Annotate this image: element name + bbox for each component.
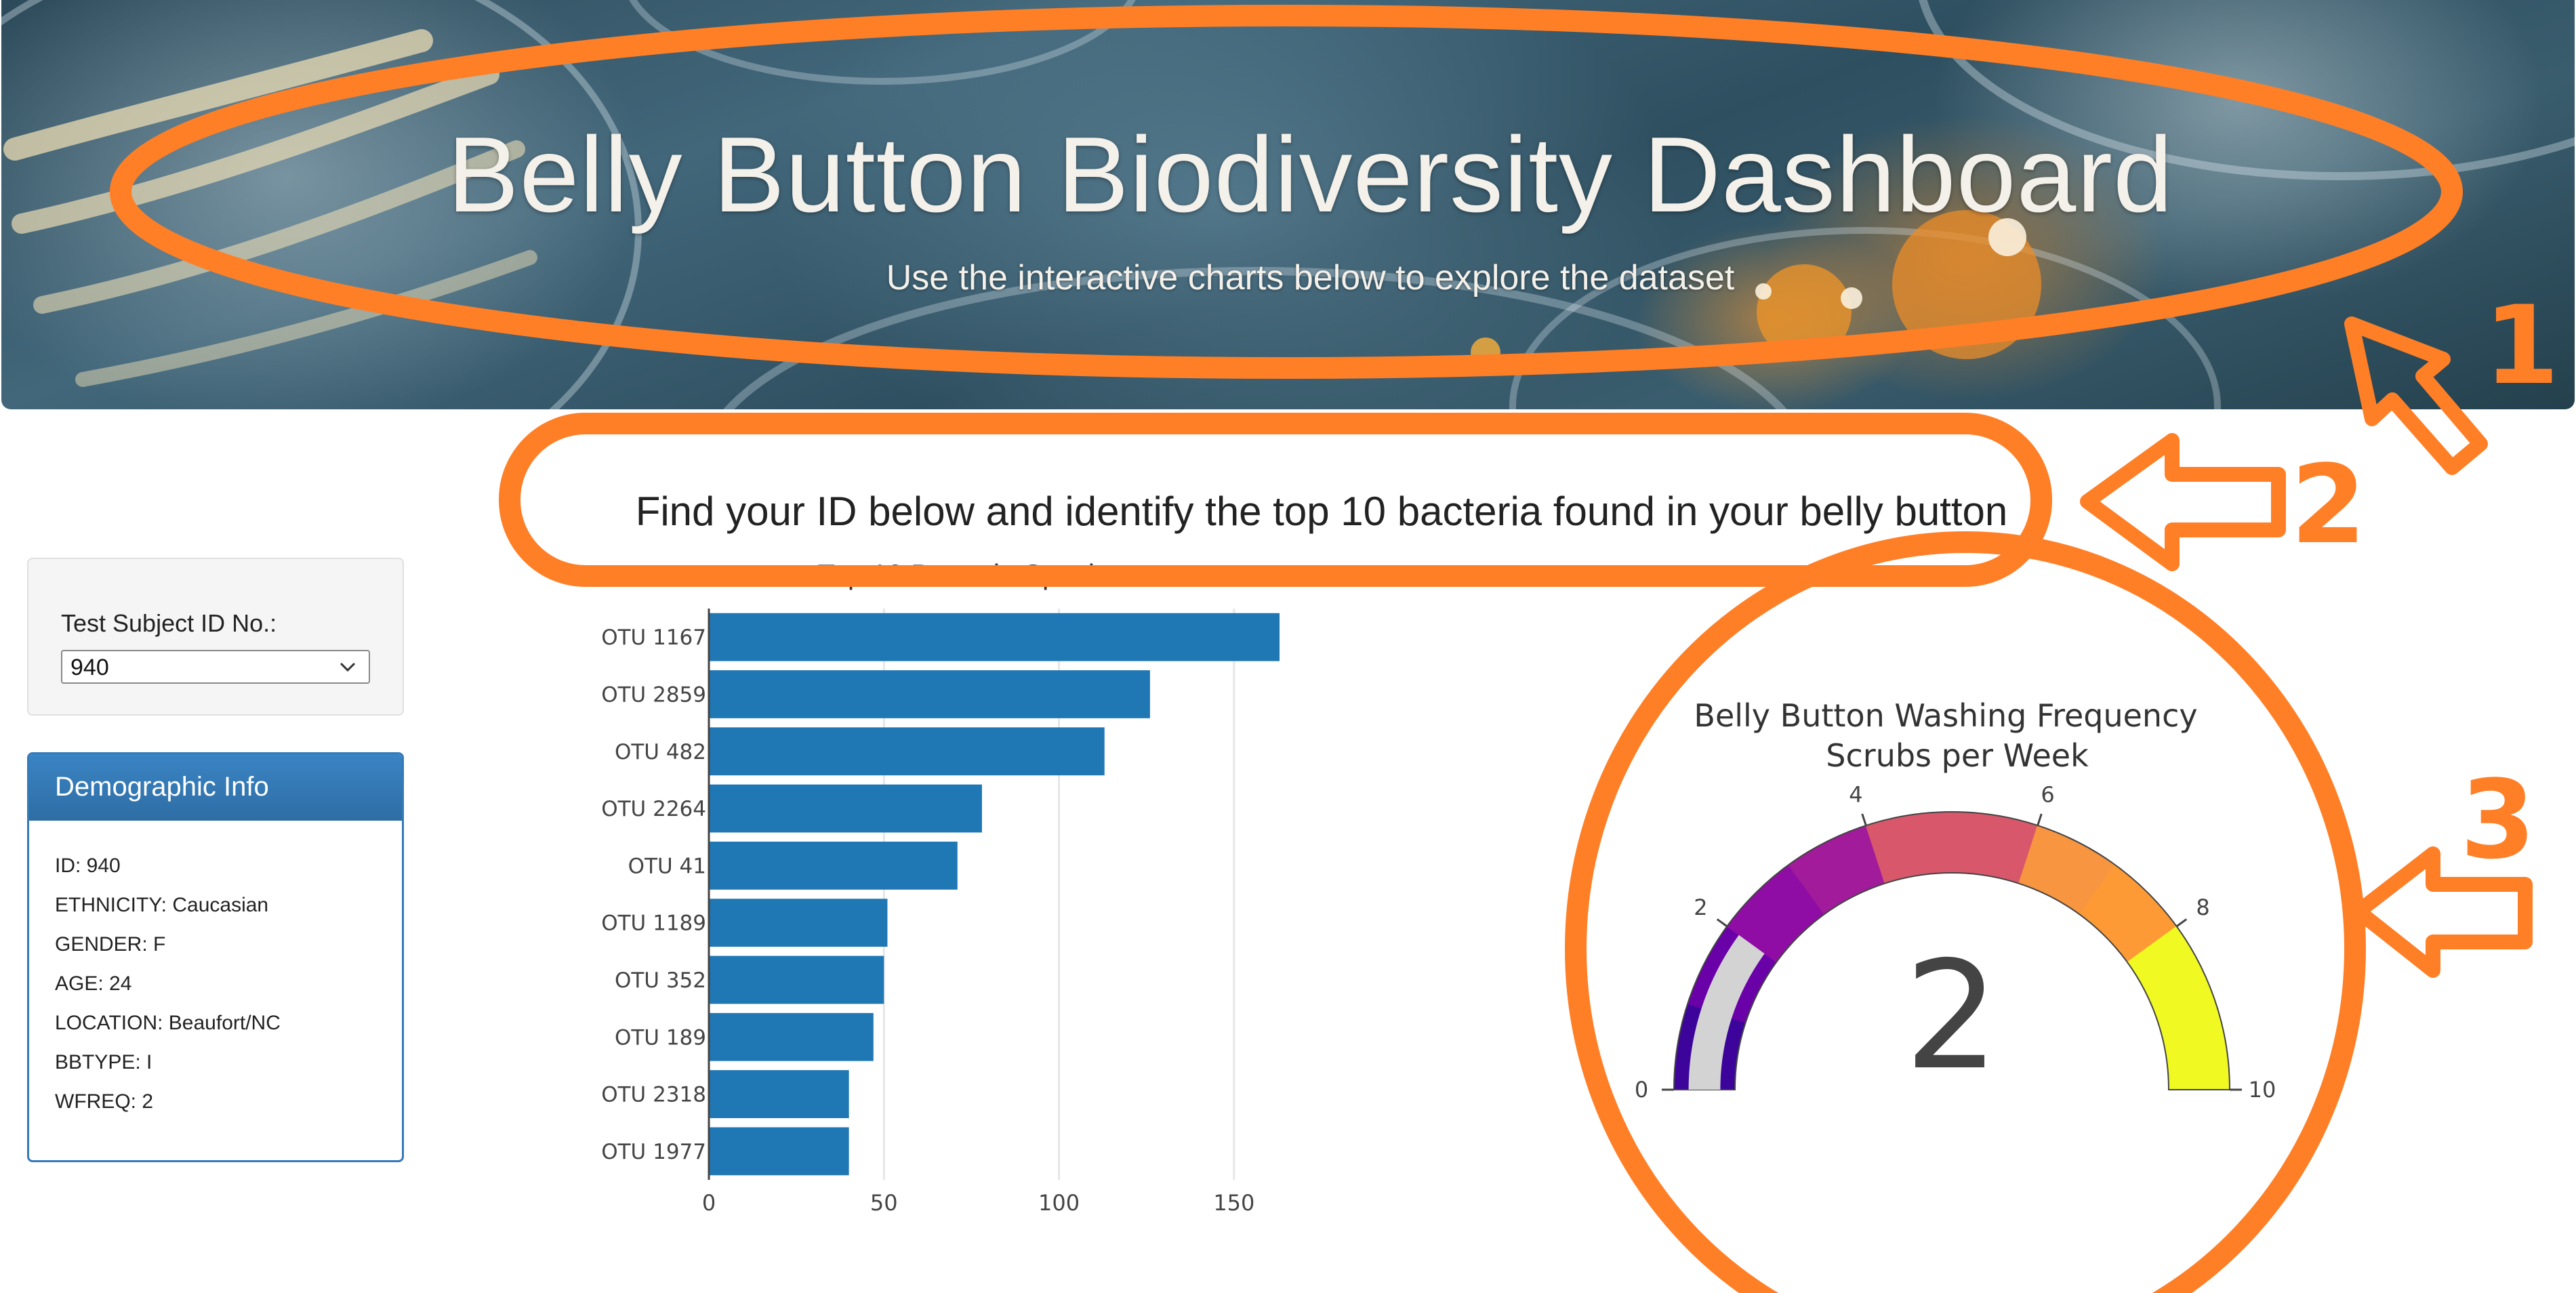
demographic-row: WFREQ: 2	[55, 1090, 154, 1113]
demographic-row: GENDER: F	[55, 933, 166, 956]
gauge-tick-mark	[2175, 918, 2188, 928]
bar-chart-category-label: OTU 2318	[601, 1083, 706, 1107]
bar-chart-bar[interactable]	[709, 1012, 874, 1061]
bar-chart-category-label: OTU 1189	[601, 911, 706, 936]
bar-chart-category-label: OTU 1977	[601, 1140, 706, 1164]
washing-frequency-gauge[interactable]: Belly Button Washing Frequency Scrubs pe…	[1635, 697, 2276, 1103]
gauge-tick-label: 10	[2249, 1077, 2276, 1103]
annotation-arrow-2	[2080, 433, 2286, 571]
bar-chart-bar[interactable]	[709, 670, 1150, 718]
annotation-ellipse-1	[110, 5, 2463, 379]
bar-chart-bar[interactable]	[709, 727, 1105, 776]
gauge-value: 2	[1904, 929, 1999, 1103]
annotation-arrow-3	[2351, 846, 2533, 978]
bar-chart-category-label: OTU 482	[615, 740, 706, 764]
gauge-subtitle: Scrubs per Week	[1826, 737, 2089, 774]
gauge-tick-mark	[1716, 918, 1728, 928]
subject-id-label: Test Subject ID No.:	[61, 609, 277, 637]
gauge-tick-label: 2	[1694, 895, 1707, 920]
bar-chart-bar[interactable]	[709, 841, 958, 890]
bar-chart-category-label: OTU 189	[615, 1025, 706, 1050]
gauge-value-arc	[1688, 935, 1765, 1090]
bar-chart-x-tick: 0	[702, 1190, 716, 1216]
bar-chart-x-tick: 50	[870, 1190, 898, 1216]
bar-chart-x-tick: 150	[1213, 1190, 1254, 1216]
bar-chart-bars[interactable]	[709, 613, 1280, 1176]
bar-chart-category-label: OTU 352	[615, 968, 706, 993]
demographic-info-body: ID: 940 ETHNICITY: Caucasian GENDER: F AGE:…	[29, 821, 402, 1147]
annotation-arrow-1	[2344, 316, 2488, 475]
annotation-circle-3	[1565, 531, 2366, 1293]
bar-chart-category-label: OTU 2859	[601, 682, 706, 707]
gauge-value-bar	[1688, 935, 1765, 1090]
bar-chart-bar[interactable]	[709, 1127, 849, 1176]
instructions-heading: Find your ID below and identify the top …	[635, 489, 2008, 534]
bar-chart-x-tick: 100	[1038, 1190, 1080, 1216]
gauge-tick-mark	[2037, 813, 2043, 826]
annotation-oval-2	[499, 413, 2052, 587]
demographic-row: AGE: 24	[55, 972, 132, 995]
bar-chart-bar[interactable]	[709, 784, 982, 833]
gauge-tick-label: 0	[1635, 1077, 1648, 1103]
bar-chart-bar[interactable]	[709, 613, 1280, 661]
subject-id-selected-value: 940	[70, 655, 109, 680]
demographic-info-panel: Demographic Info ID: 940 ETHNICITY: Cauca…	[27, 752, 404, 1162]
demographic-row: ID: 940	[55, 855, 121, 877]
bar-chart-bar[interactable]	[709, 1070, 849, 1118]
gauge-tick-label: 8	[2196, 895, 2209, 920]
chevron-down-icon	[340, 662, 356, 672]
annotation-number-2: 2	[2291, 441, 2366, 568]
gauge-title: Belly Button Washing Frequency	[1694, 697, 2197, 734]
gauge-tick-label: 6	[2041, 781, 2054, 807]
gauge-step	[2127, 926, 2230, 1090]
annotation-number-3: 3	[2460, 756, 2535, 883]
demographic-row: LOCATION: Beaufort/NC	[55, 1012, 281, 1034]
annotation-number-1: 1	[2484, 282, 2559, 409]
bar-chart-category-label: OTU 1167	[601, 625, 706, 650]
bar-chart-category-labels: OTU 1167 OTU 2859 OTU 482 OTU 2264 OTU 41 OTU…	[601, 625, 706, 1164]
subject-selector-panel: Test Subject ID No.: 940	[27, 558, 404, 716]
orange-annotations	[110, 5, 2533, 1293]
bar-chart-bar[interactable]	[709, 956, 884, 1004]
bar-chart-bar[interactable]	[709, 899, 888, 947]
demographic-row: ETHNICITY: Caucasian	[55, 894, 269, 916]
annotation-numbers: 1 2 3	[2291, 282, 2559, 883]
bar-chart-category-label: OTU 2264	[601, 797, 706, 821]
demographic-row: BBTYPE: I	[55, 1051, 152, 1073]
bar-chart-category-label: OTU 41	[628, 854, 706, 878]
gauge-outline	[1673, 811, 2231, 1090]
demographic-info-title: Demographic Info	[29, 754, 402, 821]
dashboard-title: Belly Button Biodiversity Dashboard	[447, 115, 2173, 234]
subject-id-dropdown[interactable]: 940	[61, 650, 370, 684]
gauge-ticks: 0 2 4 6 8 10	[1635, 781, 2276, 1103]
gauge-tick-label: 4	[1849, 781, 1862, 807]
gauge-tick-mark	[1861, 813, 1867, 826]
dashboard-subtitle: Use the interactive charts below to expl…	[886, 258, 1735, 297]
bar-chart-x-ticks: 0 50 100 150	[702, 1190, 1255, 1216]
